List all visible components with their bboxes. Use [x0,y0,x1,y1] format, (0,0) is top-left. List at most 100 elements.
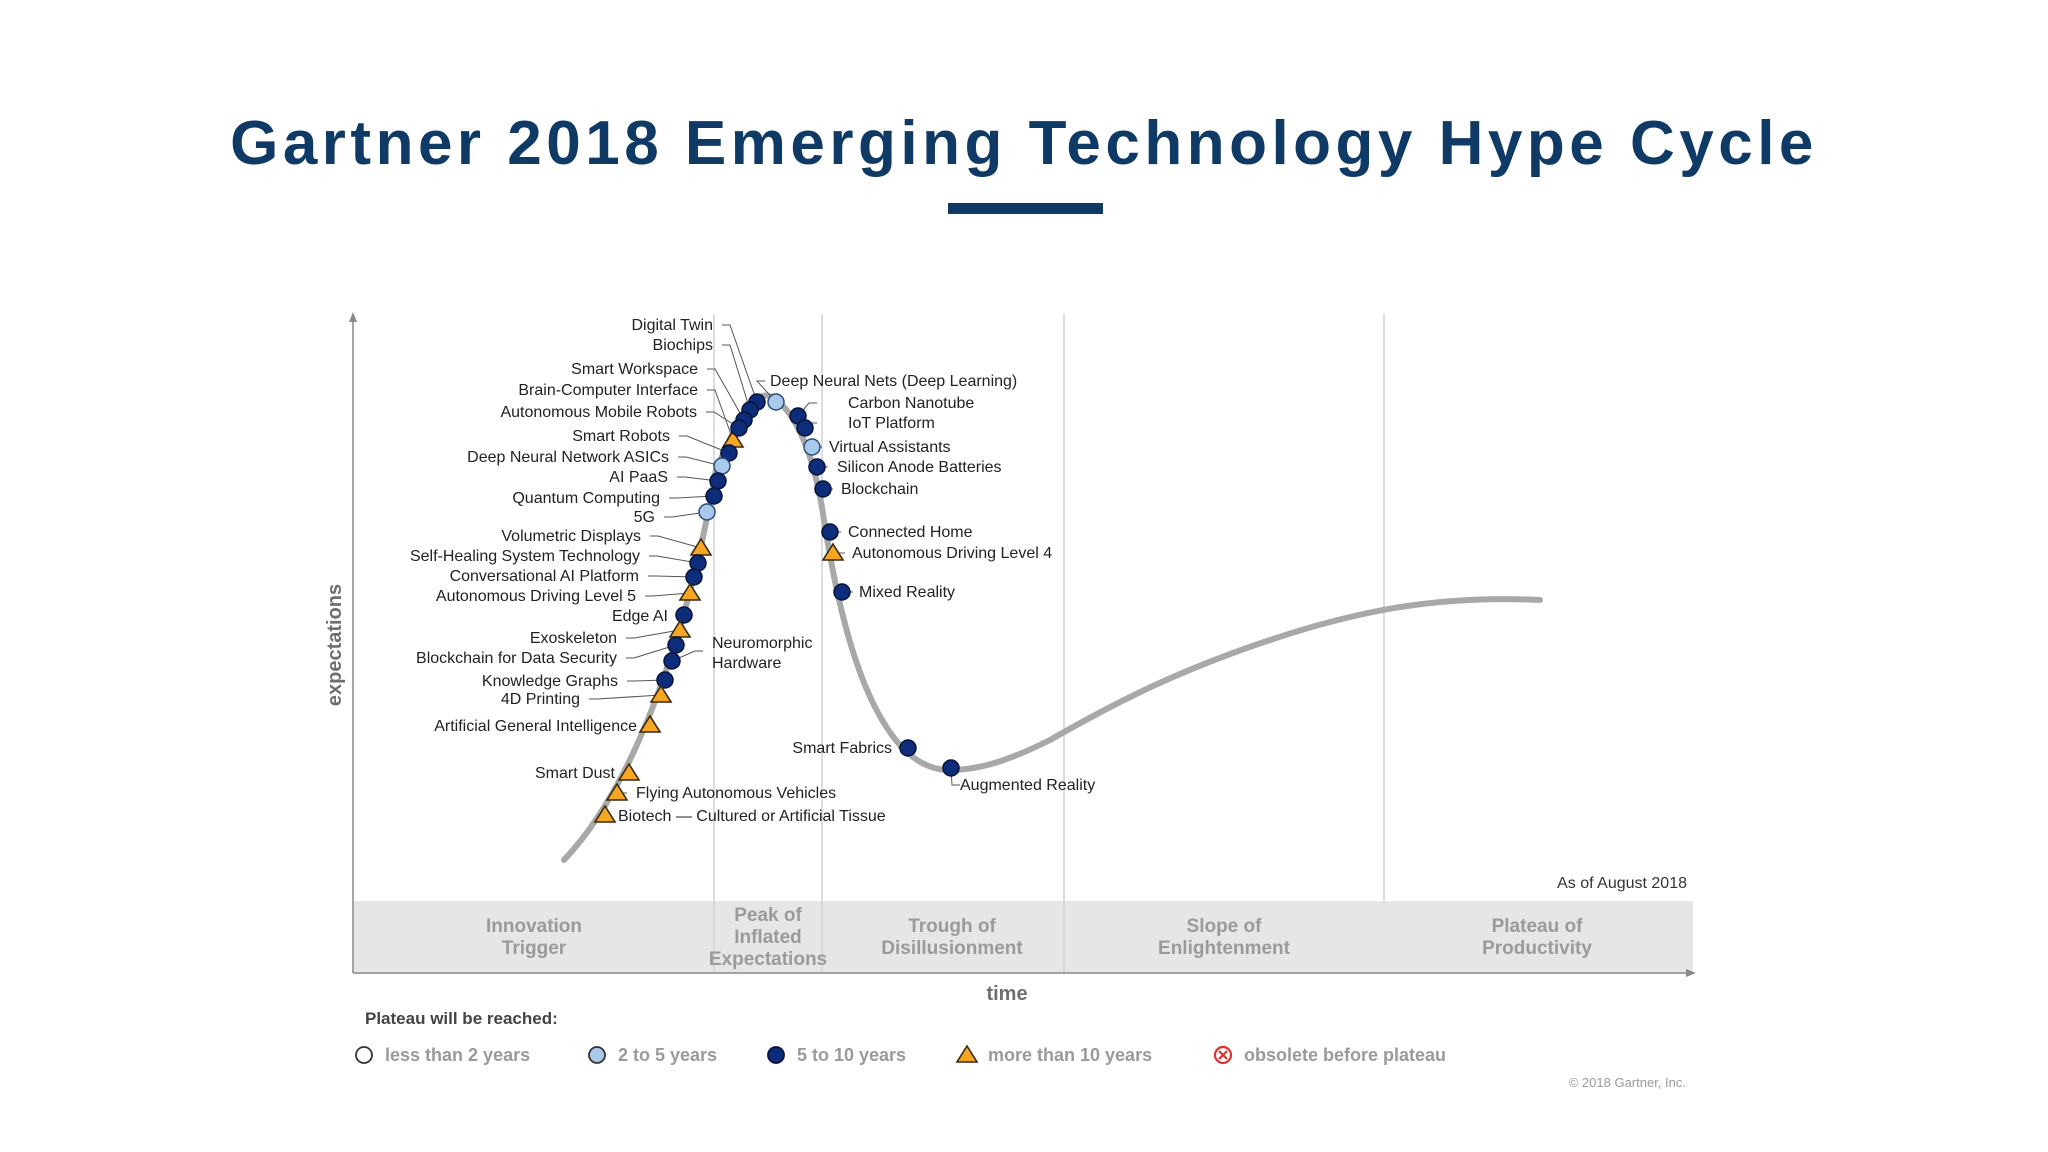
knowledge-graphs-circle-marker-icon [656,671,674,689]
biochips-leader-line [722,344,751,411]
phase-label-line: Trough of [908,916,996,937]
knowledge-graphs-leader-line [627,679,666,682]
tech-label-connected-home: Connected Home [848,524,973,541]
legend-hollow-circle-icon [355,1046,373,1064]
4d-printing-triangle-marker-icon [649,684,673,703]
quantum-computing-leader-line [669,495,715,499]
tech-label-flying-autonomous-vehicles: Flying Autonomous Vehicles [636,785,836,802]
exoskeleton-leader-line [626,629,681,639]
tech-label-autonomous-driving-level-4: Autonomous Driving Level 4 [852,545,1052,562]
tech-label-biotech-cultured-or-artificial-tissue: Biotech — Cultured or Artificial Tissue [618,808,886,825]
tech-label-exoskeleton: Exoskeleton [530,630,617,647]
legend-light-circle-icon [588,1046,606,1064]
smart-workspace-leader-line [707,368,745,421]
blockchain-circle-marker-icon [814,480,832,498]
legend-label-obsolete-before-plateau: obsolete before plateau [1244,1045,1446,1065]
tech-label-knowledge-graphs: Knowledge Graphs [482,673,618,690]
ai-paas-leader-line [677,476,719,482]
volumetric-displays-leader-line [650,535,702,549]
phase-label-line: Slope of [1187,916,1263,937]
flying-autonomous-vehicles-triangle-marker-icon [605,782,629,801]
connected-home-circle-marker-icon [821,523,839,541]
tech-label-blockchain: Blockchain [841,481,918,498]
5g-leader-line [664,511,708,518]
tech-label-volumetric-displays: Volumetric Displays [501,528,641,545]
tech-label-deep-neural-network-asics: Deep Neural Network ASICs [467,449,669,466]
legend-label-5-to-10-years: 5 to 10 years [797,1045,906,1065]
4d-printing-leader-line [589,694,662,700]
smart-fabrics-circle-marker-icon [899,739,917,757]
tech-label-digital-twin: Digital Twin [631,317,713,334]
smart-dust-triangle-marker-icon [617,762,641,781]
conversational-ai-platform-leader-line [648,575,695,578]
phase-label-line: Disillusionment [881,938,1023,959]
tech-label-self-healing-system-technology: Self-Healing System Technology [410,548,640,565]
y-axis-arrow-icon [349,312,357,322]
phase-label-trough-of-disillusionment: Trough of Disillusionment [881,916,1023,959]
neuromorphic-hardware-circle-marker-icon [663,652,681,670]
tech-label-ai-paas: AI PaaS [609,469,668,486]
digital-twin-leader-line [722,324,758,403]
tech-label-autonomous-driving-level-5: Autonomous Driving Level 5 [436,588,636,605]
tech-label-smart-dust: Smart Dust [535,765,616,782]
deep-neural-nets-deep-learning-circle-marker-icon [767,393,785,411]
conversational-ai-platform-circle-marker-icon [685,568,703,586]
legend-label-2-to-5-years: 2 to 5 years [618,1045,717,1065]
legend-title: Plateau will be reached: [365,1009,558,1028]
autonomous-mobile-robots-circle-marker-icon [730,419,748,437]
virtual-assistants-circle-marker-icon [803,438,821,456]
phase-label-line: Trigger [502,938,567,959]
mixed-reality-circle-marker-icon [833,583,851,601]
artificial-general-intelligence-triangle-marker-icon [638,714,662,733]
silicon-anode-batteries-circle-marker-icon [808,458,826,476]
legend-dark-circle-icon [767,1046,785,1064]
tech-label-conversational-ai-platform: Conversational AI Platform [450,568,639,585]
tech-label-mixed-reality: Mixed Reality [859,584,955,601]
tech-label-neuromorphic-hardware: Neuromorphic Hardware [712,635,812,672]
5g-circle-marker-icon [698,503,716,521]
deep-neural-network-asics-circle-marker-icon [713,457,731,475]
legend-label-more-than-10-years: more than 10 years [988,1045,1152,1065]
tech-label-smart-robots: Smart Robots [572,428,670,445]
tech-label-artificial-general-intelligence: Artificial General Intelligence [434,718,637,735]
x-axis-label: time [986,983,1027,1005]
ai-paas-circle-marker-icon [709,472,727,490]
tech-label-line: Hardware [712,655,781,672]
tech-label-biochips: Biochips [653,337,713,354]
autonomous-driving-level-4-triangle-marker-icon [821,542,845,561]
phase-label-line: Inflated [734,927,802,948]
tech-label-iot-platform: IoT Platform [848,415,935,432]
tech-label-line: Neuromorphic [712,635,812,652]
deep-neural-network-asics-leader-line [678,456,723,467]
phase-label-plateau-of-productivity: Plateau of Productivity [1482,916,1592,959]
tech-label-5g: 5G [634,509,655,526]
autonomous-driving-level-5-triangle-marker-icon [678,582,702,601]
title-underline [948,203,1103,214]
phase-label-line: Expectations [709,949,827,970]
tech-label-edge-ai: Edge AI [612,608,668,625]
tech-label-quantum-computing: Quantum Computing [512,490,660,507]
self-healing-system-technology-leader-line [649,555,699,564]
phase-label-line: Peak of [734,905,802,926]
blockchain-for-data-security-circle-marker-icon [667,636,685,654]
tech-label-silicon-anode-batteries: Silicon Anode Batteries [837,459,1002,476]
tech-label-smart-fabrics: Smart Fabrics [792,740,892,757]
tech-label-augmented-reality: Augmented Reality [960,777,1095,794]
biotech-cultured-or-artificial-tissue-triangle-marker-icon [593,804,617,823]
iot-platform-circle-marker-icon [796,419,814,437]
exoskeleton-triangle-marker-icon [668,619,692,638]
phase-label-line: Productivity [1482,938,1592,959]
phase-label-innovation-trigger: Innovation Trigger [486,916,582,959]
volumetric-displays-triangle-marker-icon [689,537,713,556]
tech-label-smart-workspace: Smart Workspace [571,361,698,378]
autonomous-driving-level-5-leader-line [645,592,691,597]
deep-neural-nets-deep-learning-leader-line [755,380,777,403]
phase-label-line: Plateau of [1492,916,1583,937]
tech-label-brain-computer-interface: Brain-Computer Interface [518,382,698,399]
brain-computer-interface-leader-line [707,389,734,441]
phase-label-slope-of-enlightenment: Slope of Enlightenment [1158,916,1291,959]
x-axis-arrow-icon [1686,969,1696,977]
phase-band [353,901,1693,973]
phase-label-line: Innovation [486,916,582,937]
